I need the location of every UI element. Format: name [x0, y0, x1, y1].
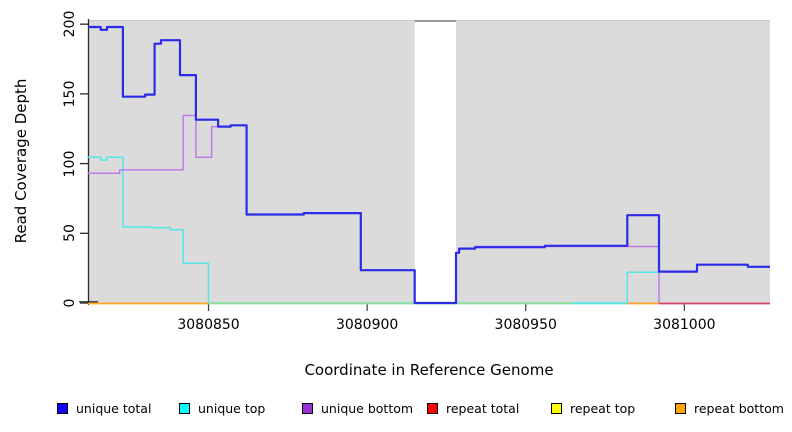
- series-unique-total: [88, 25, 770, 305]
- x-tick-label: 3081000: [653, 317, 716, 333]
- x-axis-label: Coordinate in Reference Genome: [304, 361, 554, 379]
- y-tick-label: 150: [62, 80, 78, 108]
- y-tick-label: 50: [62, 224, 78, 243]
- y-tick-label: 100: [62, 150, 78, 177]
- y-tick-label: 200: [62, 10, 78, 38]
- x-tick-label: 3080900: [335, 317, 399, 333]
- missing-data-band: [414, 20, 456, 303]
- x-tick-label: 3080950: [494, 317, 557, 333]
- x-tick-label: 3080850: [177, 317, 240, 333]
- y-axis-label: Read Coverage Depth: [12, 78, 30, 244]
- y-tick-label: 0: [62, 298, 78, 308]
